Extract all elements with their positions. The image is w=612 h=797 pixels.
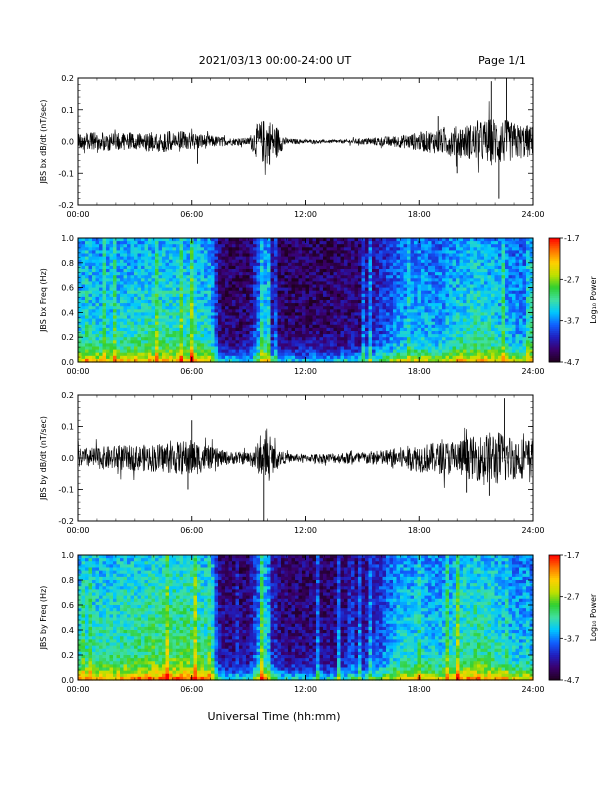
signal-trace-0	[78, 101, 533, 175]
page-title: 2021/03/13 00:00-24:00 UT	[199, 54, 352, 67]
y-axis-label: JBS bx dB/dt (nT/sec)	[39, 99, 48, 184]
spectrogram-cells-1	[78, 238, 534, 363]
y-tick-label: -0.2	[58, 201, 74, 210]
y-tick-label: 0.0	[61, 138, 74, 147]
x-tick-label: 18:00	[408, 210, 431, 219]
x-axis-title: Universal Time (hh:mm)	[208, 710, 341, 723]
x-tick-label: 00:00	[66, 210, 89, 219]
page-number: Page 1/1	[478, 54, 526, 67]
y-tick-label: -0.1	[58, 169, 74, 178]
y-tick-label: 0.2	[61, 74, 74, 83]
x-tick-label: 24:00	[521, 210, 544, 219]
x-tick-label: 12:00	[294, 210, 317, 219]
x-tick-label: 06:00	[180, 210, 203, 219]
y-tick-label: 0.1	[61, 106, 74, 115]
